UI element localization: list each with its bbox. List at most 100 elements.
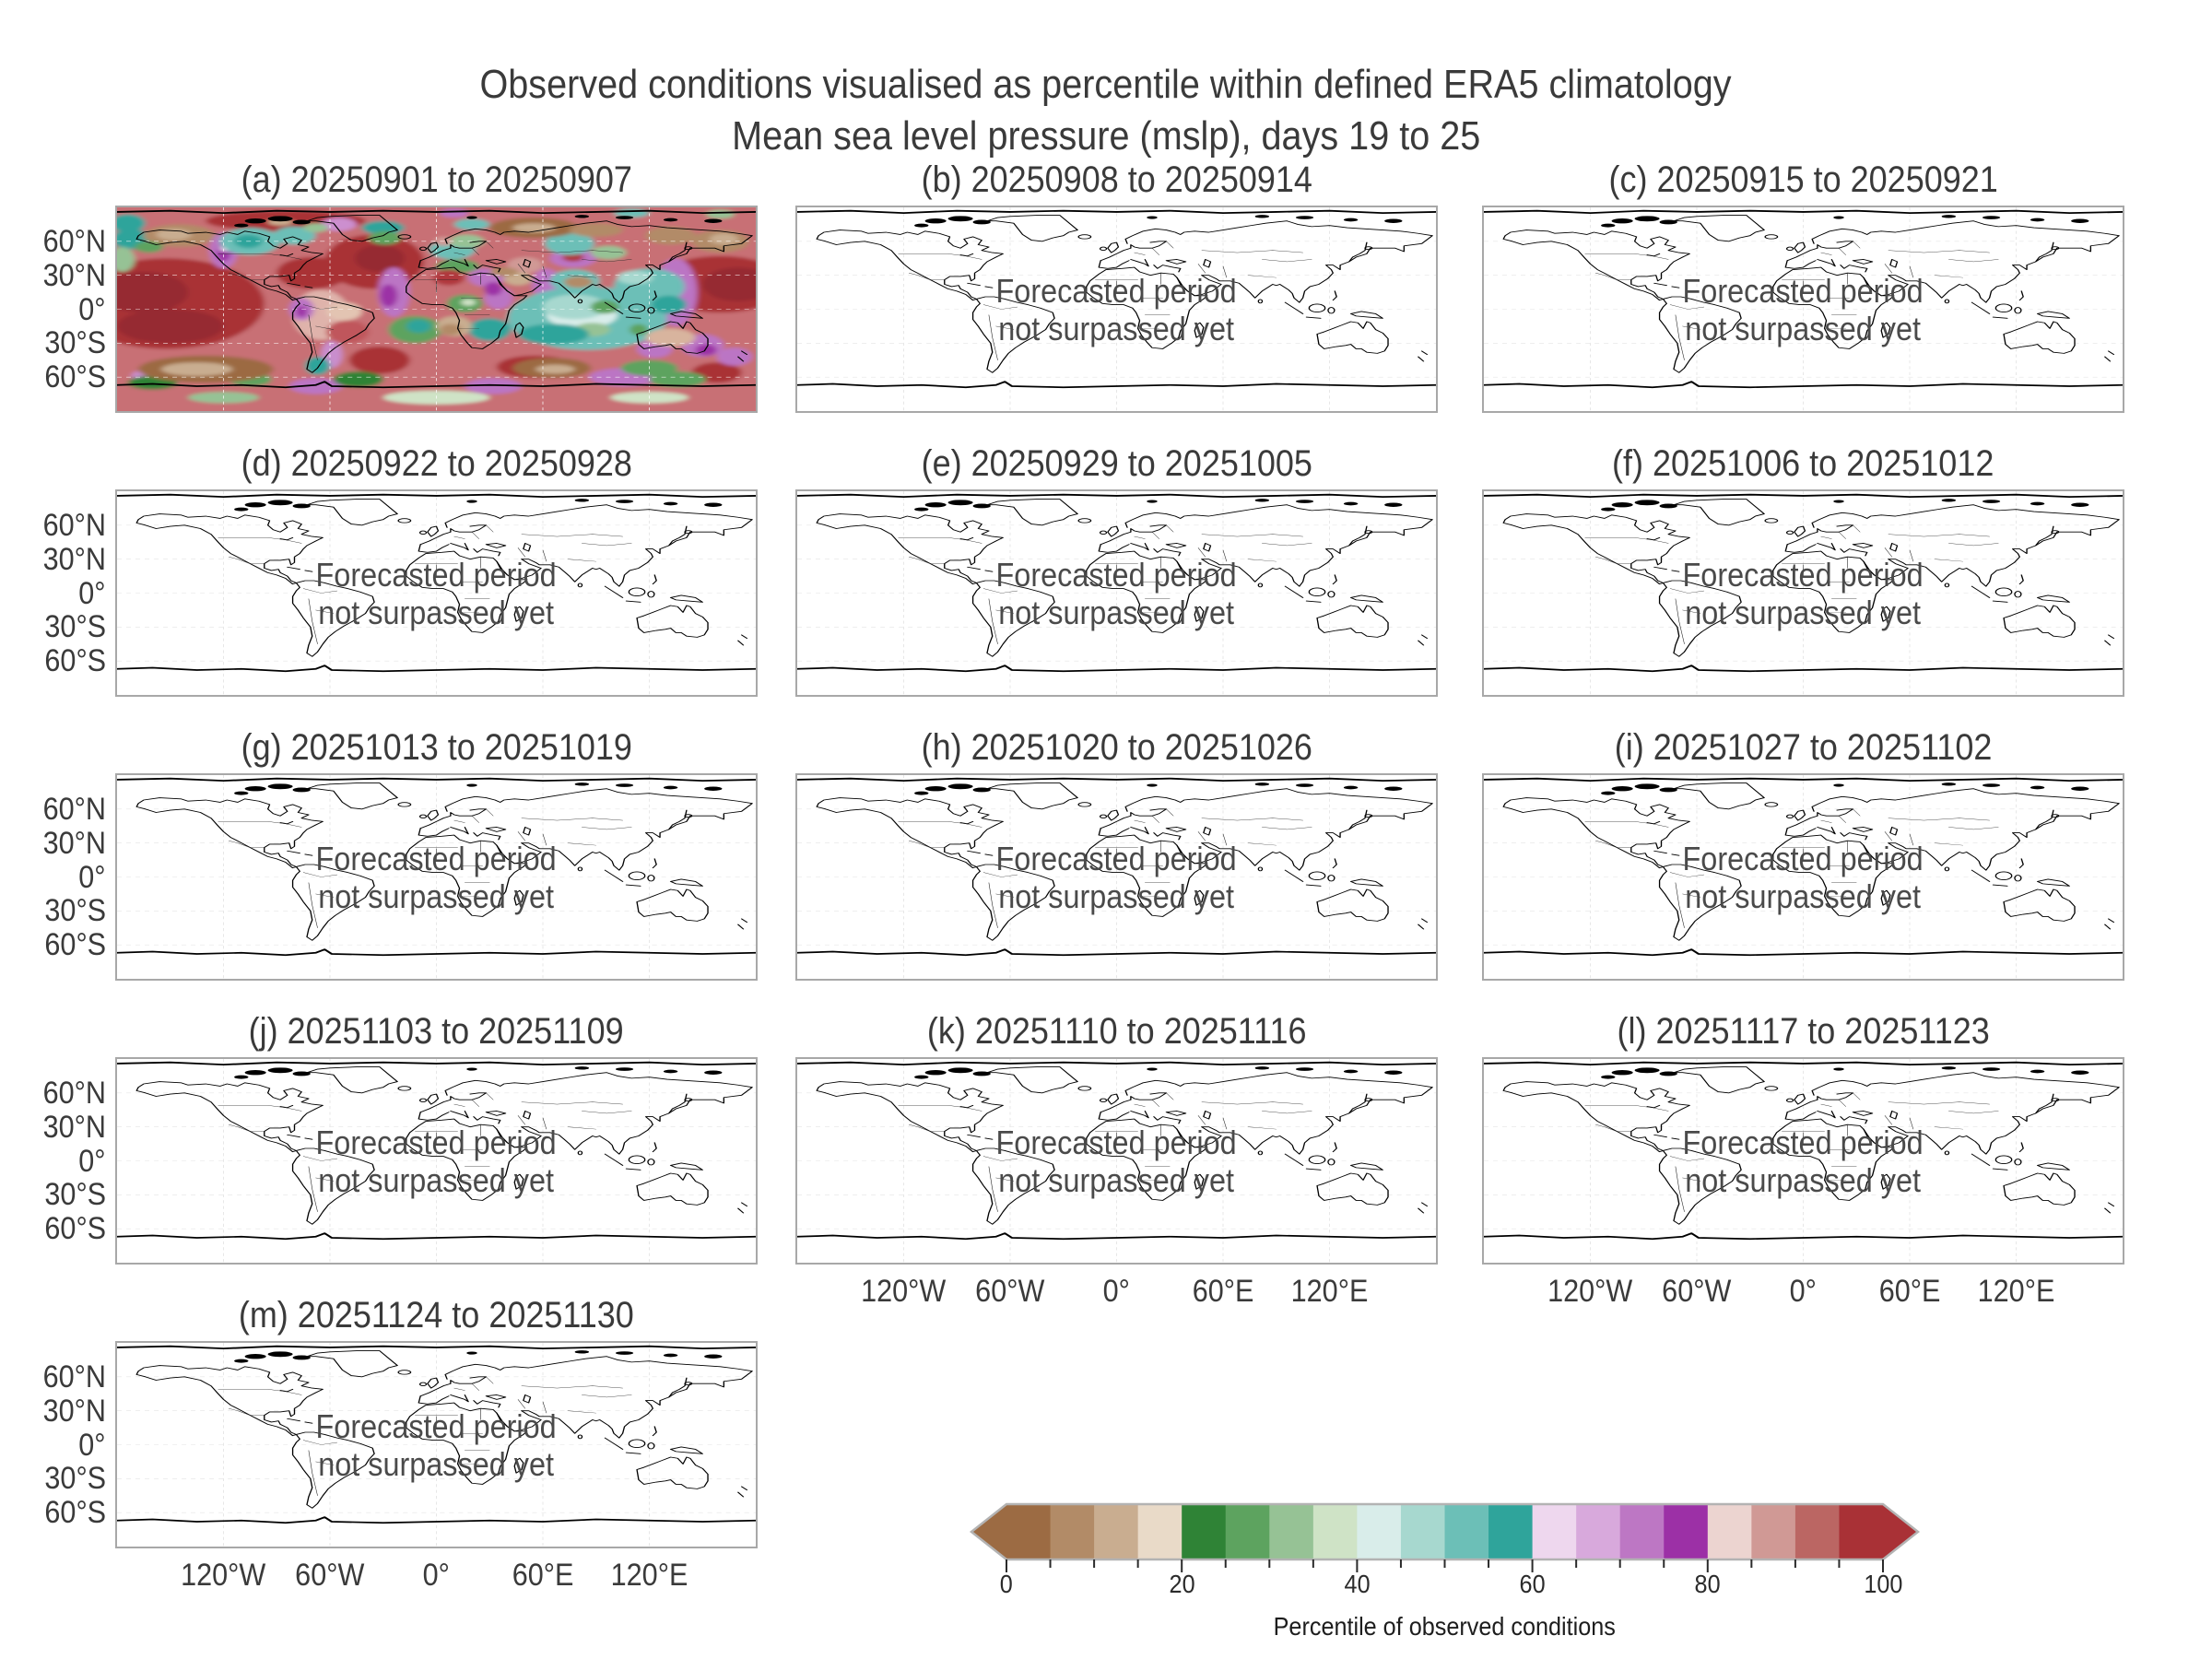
world-map-svg-c	[1484, 207, 2123, 411]
forecast-note-k: Forecasted period not surpassed yet	[797, 1124, 1436, 1199]
lat-tick-text: 60°N	[42, 791, 106, 827]
lon-tick-label-l-4: 120°E	[1943, 1274, 2090, 1309]
map-panel-i: Forecasted period not surpassed yet	[1482, 773, 2124, 981]
lat-tick-text: 30°N	[42, 825, 106, 861]
forecast-note-line1: Forecasted period	[1484, 272, 2123, 310]
colorbar-tick-text: 100	[1863, 1570, 1903, 1598]
lon-tick-text: 0°	[1102, 1274, 1131, 1309]
world-map-svg-g	[117, 775, 756, 979]
forecast-note-line1-text: Forecasted period	[1682, 839, 1924, 877]
lat-tick-text: 30°S	[44, 1177, 106, 1213]
lon-tick-label-m-0: 120°W	[150, 1558, 298, 1593]
world-map-svg-f	[1484, 491, 2123, 695]
panel-title-l: (l) 20251117 to 20251123	[1484, 1011, 2123, 1053]
forecast-note-l: Forecasted period not surpassed yet	[1484, 1124, 2123, 1199]
lon-tick-text: 120°E	[1977, 1274, 2055, 1309]
colorbar-axis-label: Percentile of observed conditions	[1076, 1611, 1813, 1642]
panel-title-d: (d) 20250922 to 20250928	[117, 443, 756, 485]
world-map-svg-b	[797, 207, 1436, 411]
forecast-note-line2-text: not surpassed yet	[1685, 1160, 1922, 1199]
lon-tick-label-k-1: 60°W	[936, 1274, 1084, 1309]
forecast-note-line1-text: Forecasted period	[315, 555, 558, 594]
lon-tick-label-m-4: 120°E	[576, 1558, 724, 1593]
lat-tick-text: 60°S	[44, 643, 106, 679]
forecast-note-c: Forecasted period not surpassed yet	[1484, 272, 2123, 347]
map-panel-e: Forecasted period not surpassed yet	[795, 489, 1438, 697]
lon-tick-text: 0°	[1789, 1274, 1818, 1309]
forecast-note-line2-text: not surpassed yet	[1685, 593, 1922, 631]
lat-tick-text: 30°N	[42, 257, 106, 293]
lon-tick-label-k-4: 120°E	[1256, 1274, 1404, 1309]
lat-tick-text: 30°S	[44, 1461, 106, 1497]
panel-title-j: (j) 20251103 to 20251109	[117, 1011, 756, 1053]
lon-tick-label-k-3: 60°E	[1149, 1274, 1297, 1309]
forecast-note-line1: Forecasted period	[797, 556, 1436, 594]
panel-title-m: (m) 20251124 to 20251130	[117, 1295, 756, 1336]
figure-header: Observed conditions visualised as percen…	[0, 59, 2212, 162]
forecast-note-line2-text: not surpassed yet	[998, 1160, 1235, 1199]
lon-tick-text: 60°W	[295, 1558, 365, 1593]
colorbar-axis-label-text: Percentile of observed conditions	[1273, 1612, 1616, 1641]
world-map-svg-m	[117, 1343, 756, 1547]
forecast-note-line2: not surpassed yet	[797, 310, 1436, 347]
forecast-note-f: Forecasted period not surpassed yet	[1484, 556, 2123, 631]
lat-tick-text: 60°N	[42, 1359, 106, 1394]
forecast-note-line1-text: Forecasted period	[1682, 271, 1924, 310]
lat-tick-text: 30°S	[44, 325, 106, 361]
world-map-svg-j	[117, 1059, 756, 1263]
forecast-note-line2-text: not surpassed yet	[1685, 309, 1922, 347]
lon-tick-label-m-1: 60°W	[256, 1558, 404, 1593]
panel-title-text-e: (e) 20250929 to 20251005	[921, 443, 1312, 484]
lon-tick-label-l-2: 0°	[1730, 1274, 1877, 1309]
lat-tick-label-row1-0: 60°N	[5, 224, 106, 259]
forecast-note-d: Forecasted period not surpassed yet	[117, 556, 756, 631]
forecast-note-h: Forecasted period not surpassed yet	[797, 840, 1436, 915]
colorbar-tick-label-60: 60	[1477, 1570, 1588, 1599]
lat-tick-label-row3-1: 30°N	[5, 826, 106, 861]
lon-tick-label-k-2: 0°	[1043, 1274, 1191, 1309]
map-panel-m: Forecasted period not surpassed yet	[115, 1341, 758, 1548]
forecast-note-line1: Forecasted period	[797, 840, 1436, 877]
lon-tick-label-m-3: 60°E	[469, 1558, 617, 1593]
forecast-note-line1: Forecasted period	[117, 840, 756, 877]
forecast-note-line1: Forecasted period	[117, 1124, 756, 1161]
forecast-note-line2: not surpassed yet	[117, 1161, 756, 1199]
lat-tick-label-row1-2: 0°	[5, 292, 106, 327]
forecast-note-line1: Forecasted period	[117, 1407, 756, 1445]
lat-tick-text: 30°N	[42, 1393, 106, 1429]
forecast-note-line2-text: not surpassed yet	[1685, 877, 1922, 915]
panel-title-g: (g) 20251013 to 20251019	[117, 727, 756, 769]
lat-tick-text: 60°N	[42, 223, 106, 259]
panel-title-b: (b) 20250908 to 20250914	[797, 159, 1436, 201]
world-map-svg-l	[1484, 1059, 2123, 1263]
forecast-note-line2: not surpassed yet	[797, 594, 1436, 631]
map-panel-k: Forecasted period not surpassed yet	[795, 1057, 1438, 1265]
lat-tick-text: 0°	[78, 1427, 106, 1463]
forecast-note-line2-text: not surpassed yet	[318, 1160, 555, 1199]
lat-tick-label-row5-4: 60°S	[5, 1495, 106, 1530]
forecast-note-line1-text: Forecasted period	[1682, 1123, 1924, 1161]
lat-tick-label-row2-1: 30°N	[5, 542, 106, 577]
forecast-note-i: Forecasted period not surpassed yet	[1484, 840, 2123, 915]
lat-tick-label-row2-0: 60°N	[5, 508, 106, 543]
lat-tick-text: 30°N	[42, 541, 106, 577]
lat-tick-label-row3-3: 30°S	[5, 893, 106, 928]
lat-tick-text: 0°	[78, 291, 106, 327]
lon-tick-label-k-0: 120°W	[830, 1274, 978, 1309]
lat-tick-label-row2-2: 0°	[5, 576, 106, 611]
forecast-note-line1: Forecasted period	[117, 556, 756, 594]
colorbar-tick-label-40: 40	[1301, 1570, 1412, 1599]
lat-tick-label-row4-2: 0°	[5, 1144, 106, 1179]
lat-tick-label-row1-4: 60°S	[5, 359, 106, 394]
lat-tick-text: 30°S	[44, 893, 106, 929]
forecast-note-line1-text: Forecasted period	[315, 1406, 558, 1445]
forecast-note-m: Forecasted period not surpassed yet	[117, 1407, 756, 1483]
panel-title-text-j: (j) 20251103 to 20251109	[248, 1011, 624, 1052]
forecast-note-line2-text: not surpassed yet	[318, 593, 555, 631]
lat-tick-label-row3-4: 60°S	[5, 927, 106, 962]
forecast-note-line1-text: Forecasted period	[995, 839, 1238, 877]
lat-tick-label-row5-2: 0°	[5, 1428, 106, 1463]
forecast-note-line1-text: Forecasted period	[315, 839, 558, 877]
lat-tick-text: 30°S	[44, 609, 106, 645]
